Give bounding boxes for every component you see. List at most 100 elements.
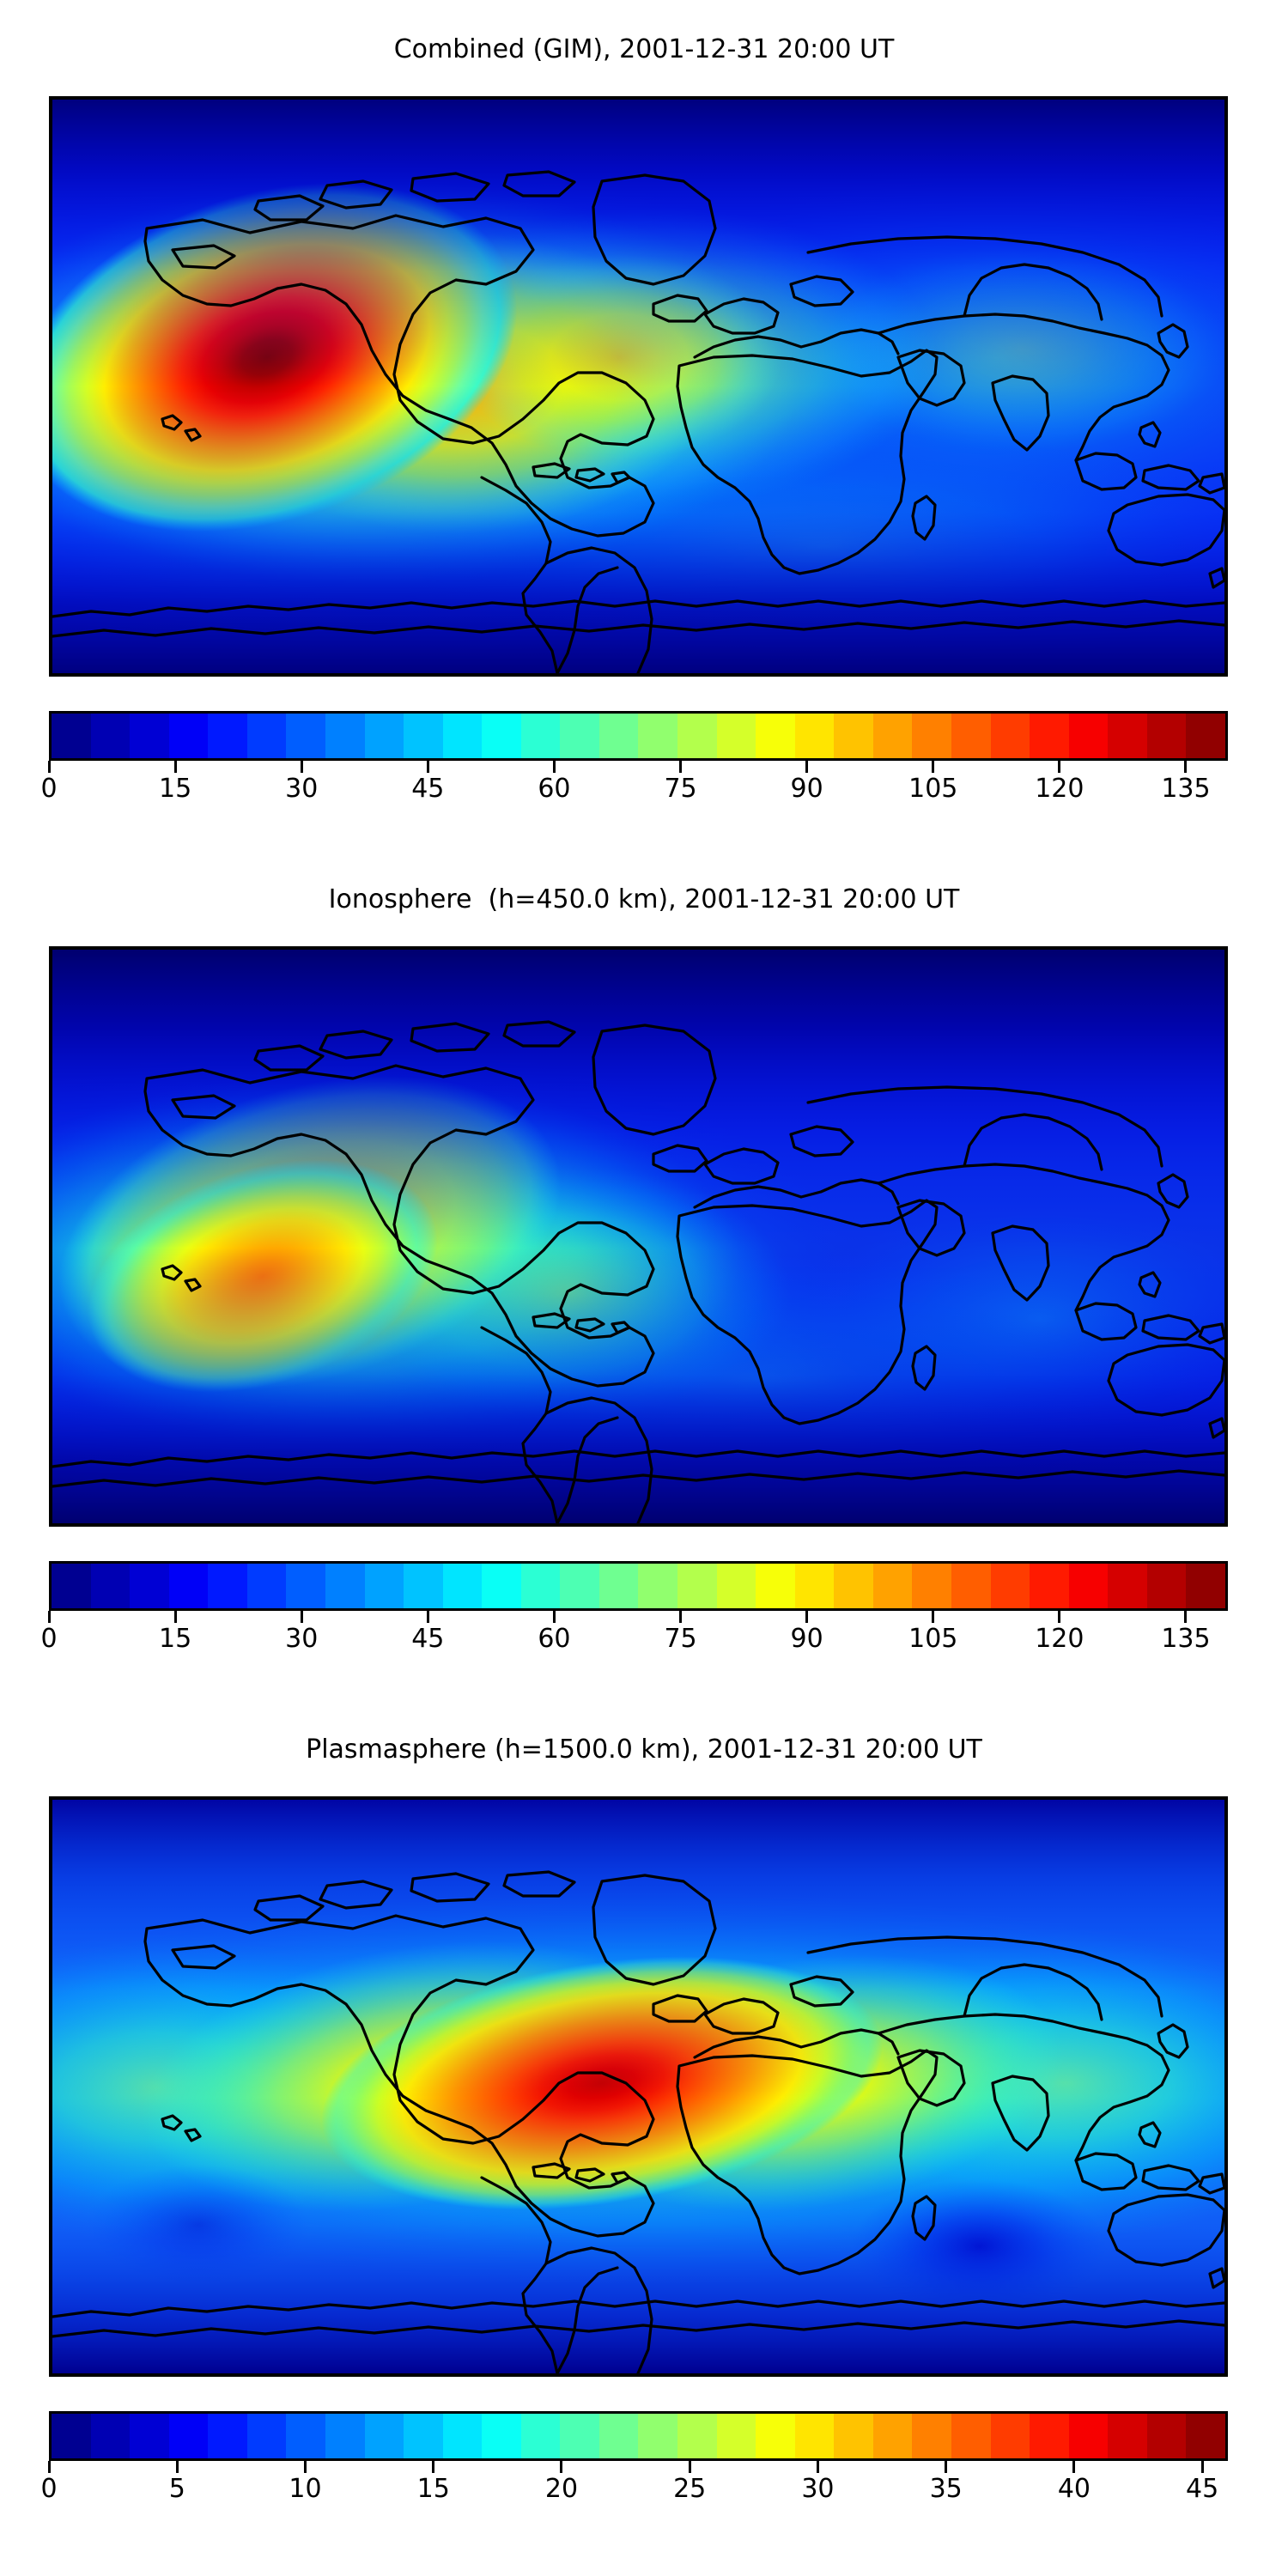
colorbar-band: [677, 1564, 717, 1608]
colorbar-band: [1186, 1564, 1225, 1608]
colorbar-band: [52, 714, 91, 758]
colorbar-band: [1030, 714, 1069, 758]
colorbar-band: [1108, 2414, 1147, 2458]
colorbar-tick-mark: [426, 761, 429, 773]
colorbar-tick-mark: [426, 1611, 429, 1623]
panel-combined: Combined (GIM), 2001-12-31 20:00 UT: [0, 0, 1288, 859]
colorbar-tick-mark: [679, 1611, 683, 1623]
colorbar-band: [912, 1564, 951, 1608]
colorbar-band: [482, 714, 521, 758]
colorbar-band: [794, 714, 835, 758]
colorbar-bands-plasmasphere: [49, 2411, 1228, 2461]
colorbar-combined: 0 15 30 45 60 75 90 105 120 135: [40, 711, 1228, 805]
colorbar-band: [834, 2414, 873, 2458]
colorbar-tick-mark: [47, 2461, 51, 2473]
colorbar-band: [990, 2414, 1030, 2458]
colorbar-tick-mark: [173, 761, 177, 773]
colorbar-band: [168, 1564, 209, 1608]
colorbar-band: [1068, 714, 1109, 758]
colorbar-band: [1030, 2414, 1069, 2458]
colorbar-band: [756, 714, 795, 758]
colorbar-band: [1030, 1564, 1069, 1608]
colorbar-tick-label: 105: [908, 774, 958, 804]
colorbar-band: [246, 714, 287, 758]
colorbar-tick-mark: [552, 761, 556, 773]
colorbar-band: [520, 1564, 561, 1608]
colorbar-band: [951, 2414, 991, 2458]
colorbar-band: [716, 2414, 756, 2458]
colorbar-band: [872, 2414, 913, 2458]
colorbar-band: [442, 714, 483, 758]
colorbar-band: [404, 714, 443, 758]
colorbar-bands-combined: [49, 711, 1228, 761]
colorbar-tick-mark: [1072, 2461, 1076, 2473]
colorbar-band: [1186, 714, 1225, 758]
colorbar-band: [677, 2414, 717, 2458]
colorbar-band: [794, 1564, 835, 1608]
colorbar-tick-mark: [552, 1611, 556, 1623]
colorbar-band: [286, 1564, 325, 1608]
colorbar-tick-label: 0: [40, 774, 58, 804]
colorbar-band: [1146, 1564, 1187, 1608]
colorbar-band: [912, 2414, 951, 2458]
panel-title-combined: Combined (GIM), 2001-12-31 20:00 UT: [393, 34, 895, 64]
colorbar-tick-label: 35: [929, 2474, 963, 2504]
colorbar-tick-mark: [560, 2461, 563, 2473]
colorbar-band: [208, 714, 247, 758]
colorbar-tick-mark: [303, 2461, 307, 2473]
colorbar-tick-label: 15: [416, 2474, 450, 2504]
colorbar-tick-label: 105: [908, 1624, 958, 1654]
colorbar-band: [912, 714, 951, 758]
colorbar-band: [520, 2414, 561, 2458]
colorbar-tick-label: 135: [1161, 1624, 1211, 1654]
coastlines-plasmasphere: [52, 1870, 1224, 2373]
colorbar-tick-mark: [1184, 761, 1188, 773]
map-combined: [49, 96, 1228, 677]
colorbar-band: [442, 2414, 483, 2458]
colorbar-band: [90, 2414, 131, 2458]
colorbar-band: [482, 1564, 521, 1608]
map-plasmasphere: [49, 1796, 1228, 2377]
colorbar-band: [325, 1564, 365, 1608]
colorbar-tick-mark: [432, 2461, 435, 2473]
colorbar-band: [1108, 1564, 1147, 1608]
colorbar-tick-mark: [1184, 1611, 1188, 1623]
colorbar-band: [364, 1564, 404, 1608]
colorbar-band: [482, 2414, 521, 2458]
colorbar-tick-label: 30: [285, 774, 319, 804]
colorbar-ionosphere: 0 15 30 45 60 75 90 105 120 135: [40, 1561, 1228, 1656]
colorbar-band: [716, 714, 756, 758]
colorbar-tick-label: 45: [1186, 2474, 1219, 2504]
colorbar-band: [560, 1564, 599, 1608]
colorbar-bands-ionosphere: [49, 1561, 1228, 1611]
colorbar-band: [638, 2414, 677, 2458]
colorbar-tick-label: 40: [1057, 2474, 1091, 2504]
map-canvas-ionosphere: [52, 950, 1224, 1523]
map-canvas-plasmasphere: [52, 1800, 1224, 2373]
colorbar-band: [286, 714, 325, 758]
colorbar-tick-label: 75: [664, 1624, 697, 1654]
colorbar-tick-mark: [47, 761, 51, 773]
colorbar-tick-label: 75: [664, 774, 697, 804]
colorbar-tick-label: 25: [673, 2474, 707, 2504]
colorbar-band: [130, 714, 169, 758]
colorbar-tick-label: 60: [538, 774, 571, 804]
colorbar-band: [794, 2414, 835, 2458]
colorbar-tick-label: 15: [159, 774, 192, 804]
colorbar-band: [990, 1564, 1030, 1608]
colorbar-tick-mark: [175, 2461, 179, 2473]
colorbar-band: [872, 714, 913, 758]
colorbar-plasmasphere: 0 5 10 15 20 25 30 35 40 45: [40, 2411, 1228, 2506]
colorbar-tick-mark: [1058, 1611, 1061, 1623]
colorbar-band: [208, 2414, 247, 2458]
colorbar-band: [834, 714, 873, 758]
colorbar-tick-label: 45: [411, 1624, 445, 1654]
colorbar-band: [677, 714, 717, 758]
colorbar-band: [638, 714, 677, 758]
map-ionosphere: [49, 946, 1228, 1527]
colorbar-tick-label: 45: [411, 774, 445, 804]
colorbar-tick-mark: [805, 761, 809, 773]
colorbar-band: [756, 2414, 795, 2458]
panel-title-ionosphere: Ionosphere (h=450.0 km), 2001-12-31 20:0…: [328, 884, 960, 914]
